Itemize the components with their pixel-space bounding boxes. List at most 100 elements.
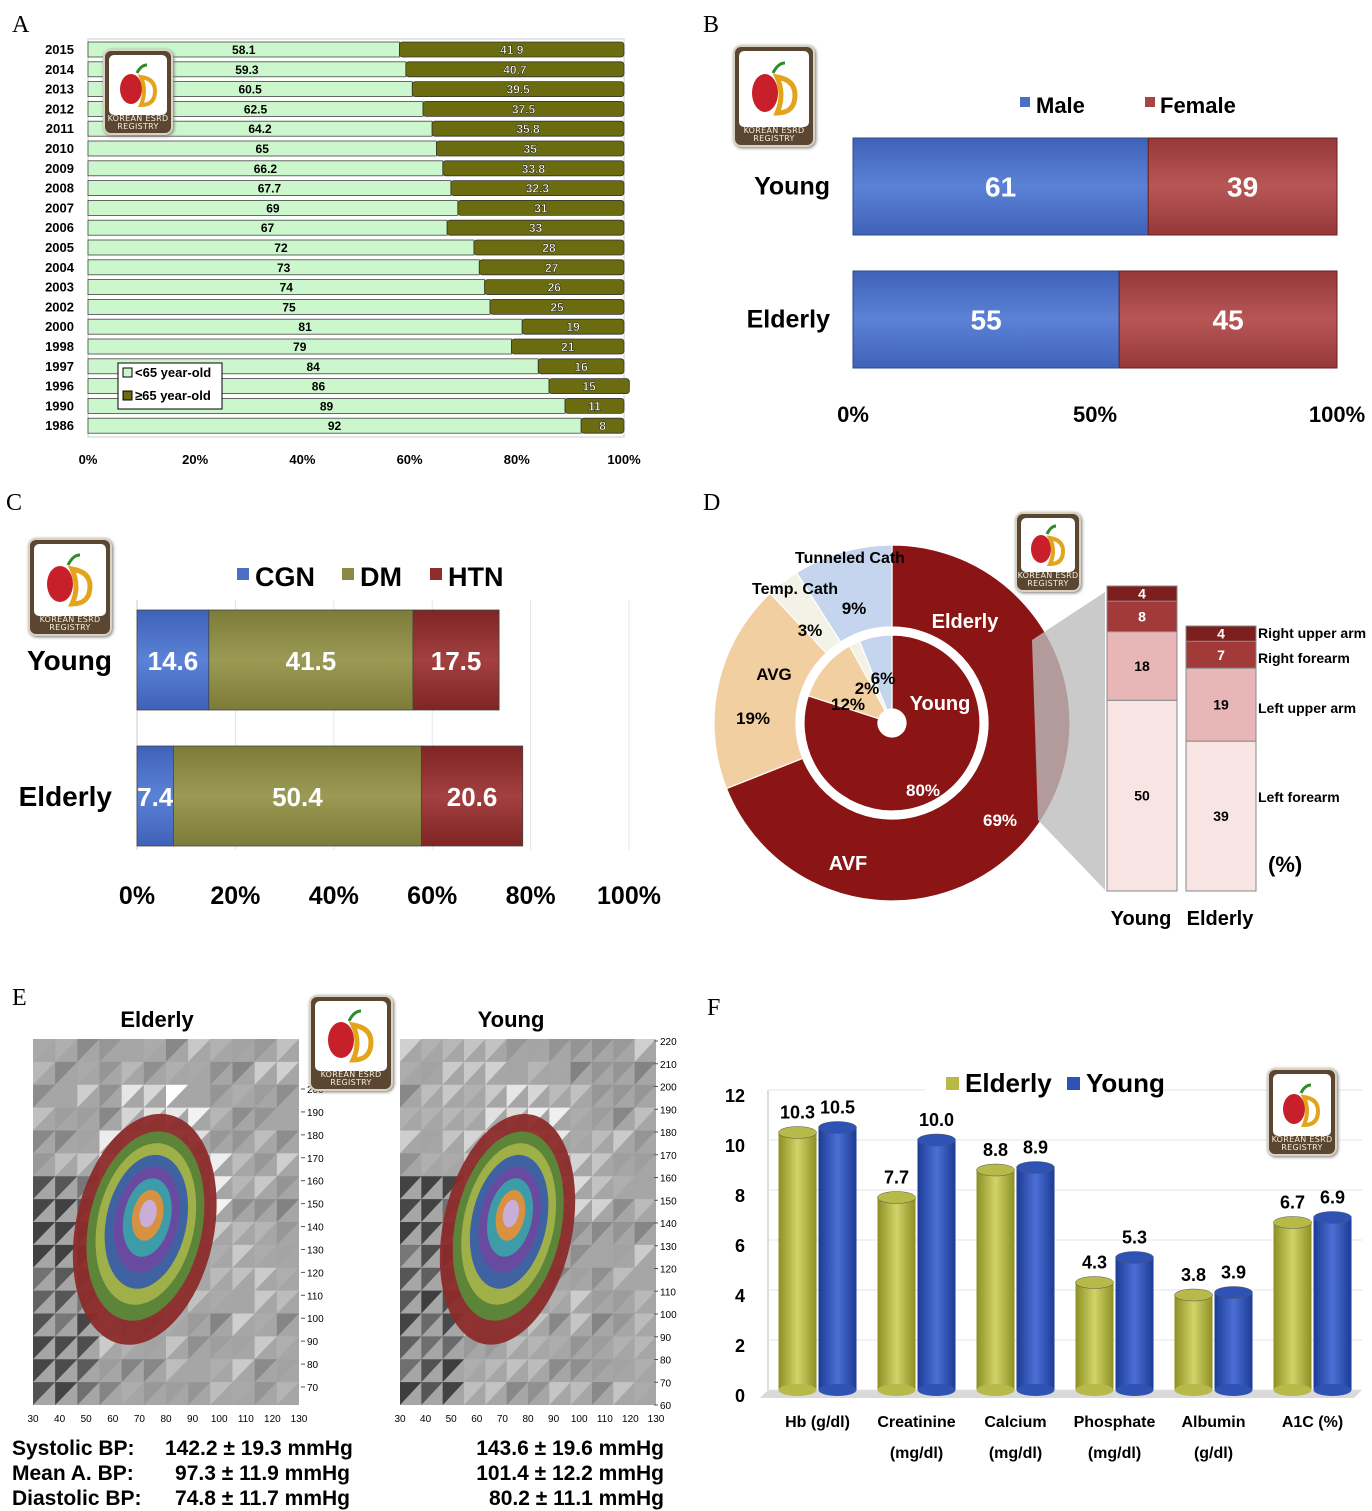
bar-cgn — [136, 609, 210, 711]
panel-c-label: C — [6, 490, 23, 516]
heatmap-young-cell — [592, 1039, 614, 1062]
heatmap-young-contour — [502, 1199, 519, 1228]
heatmap-elderly-cell — [77, 1359, 100, 1383]
chart-a: 2015 58.1 41.9 2014 59.3 40.7 2013 60.5 39.5 2012… — [45, 38, 641, 467]
heatmap-title-young: Young — [478, 1007, 545, 1032]
chart-b: Male Female Young 61 39 Elderly 55 45 0% 50% 100% — [747, 93, 1366, 427]
heatmap-elderly-cell — [77, 1084, 100, 1108]
heatmap-elderly-cell — [77, 1130, 100, 1154]
heatmap-young-cell — [442, 1130, 464, 1154]
bar-elderly-share — [405, 61, 625, 78]
value-label-young: 64.2 — [248, 122, 272, 136]
heatmap-elderly-cell — [33, 1107, 56, 1131]
heatmap-elderly-cell — [33, 1130, 56, 1154]
chart-c: CGN DM HTN Young 14.6 41.5 17.5 Elderly 7.4 50.4 2… — [19, 562, 661, 910]
value-label-young: 73 — [277, 261, 291, 275]
bar-base — [1214, 1384, 1253, 1396]
value-label-elderly: 16 — [574, 360, 588, 374]
heatmap-young-cell — [634, 1222, 656, 1245]
bar-cap — [818, 1121, 857, 1134]
young-column-segment — [1106, 631, 1178, 701]
heatmap-young-cell — [549, 1039, 571, 1062]
x-tick-young: 100 — [571, 1414, 588, 1425]
heatmap-elderly-cell — [188, 1313, 211, 1337]
heatmap-young-cell — [421, 1039, 443, 1062]
bar-htn — [412, 609, 500, 711]
segment-series-label: Right upper arm — [1258, 625, 1366, 641]
logo-line2: REGISTRY — [49, 623, 91, 632]
y-tick-elderly: 140 — [307, 1223, 324, 1234]
category-unit-label: (mg/dl) — [989, 1445, 1042, 1462]
y-tick-elderly: 90 — [307, 1337, 319, 1348]
bar-elderly-share — [450, 180, 625, 197]
heatmap-young-cell — [592, 1290, 614, 1314]
e-elderly-systolic: 142.2 ± 19.3 mmHg — [165, 1437, 353, 1460]
heatmap-elderly-cell — [210, 1084, 233, 1108]
x-tick-young: 70 — [497, 1414, 509, 1425]
logo-line1: KOREAN ESRD — [1271, 1135, 1333, 1144]
category-label: Calcium — [984, 1414, 1046, 1431]
legend-f-bg — [925, 1070, 1160, 1100]
bar-cap — [1313, 1211, 1352, 1224]
heatmap-elderly-cell — [55, 1130, 78, 1154]
value-label-cgn: 14.6 — [148, 646, 199, 676]
e-diastolic-label: Diastolic BP: — [12, 1487, 142, 1510]
heatmap-young-cell — [421, 1222, 443, 1245]
heatmap-young-cell — [570, 1130, 592, 1154]
category-label: A1C (%) — [1282, 1414, 1343, 1431]
value-label-elderly: 25 — [550, 300, 564, 314]
value-label-young: 75 — [282, 300, 296, 314]
value-label-elderly: 37.5 — [512, 102, 536, 116]
heatmap-young-cell — [570, 1084, 592, 1108]
legend-a — [117, 362, 223, 410]
bar-elderly-share — [473, 239, 625, 256]
heatmap-elderly-cell — [121, 1084, 144, 1108]
heatmap-elderly-cell — [166, 1084, 189, 1108]
heatmap-elderly-cell — [188, 1039, 211, 1062]
bar-elderly-share — [580, 417, 625, 434]
year-label: 2012 — [45, 101, 74, 116]
heatmap-elderly-cell — [210, 1176, 233, 1200]
bar-young — [1115, 1257, 1154, 1390]
x-tick-label: 80% — [506, 882, 556, 910]
heatmap-young-cell — [592, 1222, 614, 1245]
heatmap-elderly-cell — [99, 1359, 122, 1383]
legend-label-elderly: ≥65 year-old — [135, 388, 211, 403]
heatmap-young-cell — [400, 1290, 422, 1314]
heatmap-young-cell — [613, 1061, 635, 1085]
heatmap-elderly-cell — [55, 1084, 78, 1108]
heatmap-elderly-cell — [254, 1039, 277, 1062]
heatmap-elderly-cell — [210, 1290, 233, 1314]
x-tick-young: 130 — [648, 1414, 665, 1425]
heatmap-elderly-cell — [276, 1039, 299, 1062]
value-label-elderly: 27 — [545, 261, 559, 275]
heatmap-elderly-cell — [210, 1336, 233, 1360]
heatmap-elderly-cell — [33, 1222, 56, 1245]
category-unit-label: (mg/dl) — [890, 1445, 943, 1462]
heatmap-young-cell — [613, 1244, 635, 1268]
heatmap-young-cell — [549, 1359, 571, 1383]
outer-slice — [795, 544, 893, 643]
value-label-young: 74 — [280, 281, 294, 295]
heatmap-young-cell — [506, 1084, 528, 1108]
heatmap-elderly-cell — [276, 1267, 299, 1291]
heatmap-elderly-cell — [33, 1336, 56, 1360]
year-label: 1998 — [45, 339, 74, 354]
heatmap-young-cell — [400, 1244, 422, 1268]
heatmap-young-cell — [592, 1359, 614, 1383]
heatmap-young-cell — [464, 1039, 486, 1062]
heatmap-young-cell — [613, 1130, 635, 1154]
year-label: 2011 — [46, 121, 74, 136]
heatmap-elderly-cell — [276, 1084, 299, 1108]
panel-b-label: B — [703, 12, 720, 38]
y-tick-elderly: 110 — [307, 1291, 323, 1302]
bar-elderly — [877, 1197, 916, 1390]
heatmap-elderly-cell — [232, 1359, 255, 1383]
heatmap-elderly-cell — [121, 1382, 144, 1405]
value-label-young: 60.5 — [238, 83, 262, 97]
y-tick-elderly: 120 — [307, 1268, 324, 1279]
heatmap-elderly-cell — [254, 1382, 277, 1405]
y-tick-young: 160 — [660, 1174, 677, 1185]
heatmap-elderly-cell — [232, 1176, 255, 1200]
value-inner-tunneled: 6% — [871, 669, 896, 688]
